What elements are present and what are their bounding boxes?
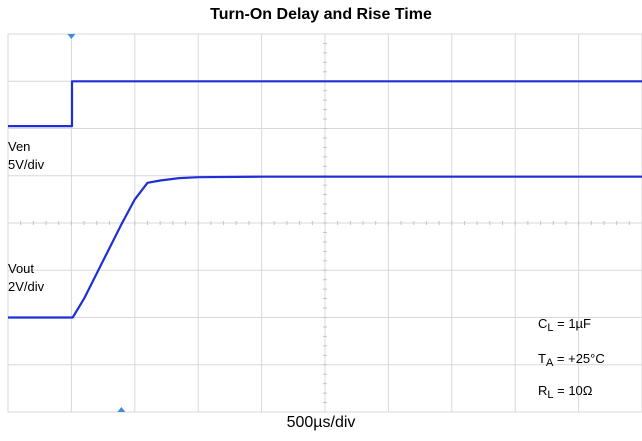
chart-title: Turn-On Delay and Rise Time <box>210 6 432 23</box>
cl-sub: L <box>547 322 553 334</box>
traces <box>8 80 642 319</box>
rl-value: = 10Ω <box>554 383 593 398</box>
ta-annotation: TA = +25°C <box>538 351 605 369</box>
x-axis-label: 500µs/div <box>286 414 356 431</box>
ta-main: T <box>538 351 546 366</box>
rl-annotation: RL = 10Ω <box>538 383 593 401</box>
vout-scale-label: 2V/div <box>8 279 45 294</box>
cl-value: = 1µF <box>554 316 592 331</box>
trigger-marker-bottom <box>117 407 126 412</box>
grid <box>7 33 642 413</box>
trigger-marker-top <box>67 34 76 39</box>
cl-annotation: CL = 1µF <box>538 316 591 334</box>
trigger-markers <box>67 34 126 412</box>
trace-vout <box>8 175 642 319</box>
rl-sub: L <box>547 389 553 401</box>
ven-scale-label: 5V/div <box>8 157 45 172</box>
ta-sub: A <box>546 357 554 369</box>
rl-main: R <box>538 383 547 398</box>
ta-value: = +25°C <box>553 351 604 366</box>
cl-main: C <box>538 316 547 331</box>
vout-label: Vout <box>8 261 34 276</box>
ven-label: Ven <box>8 139 30 154</box>
trace-ven <box>8 80 642 128</box>
